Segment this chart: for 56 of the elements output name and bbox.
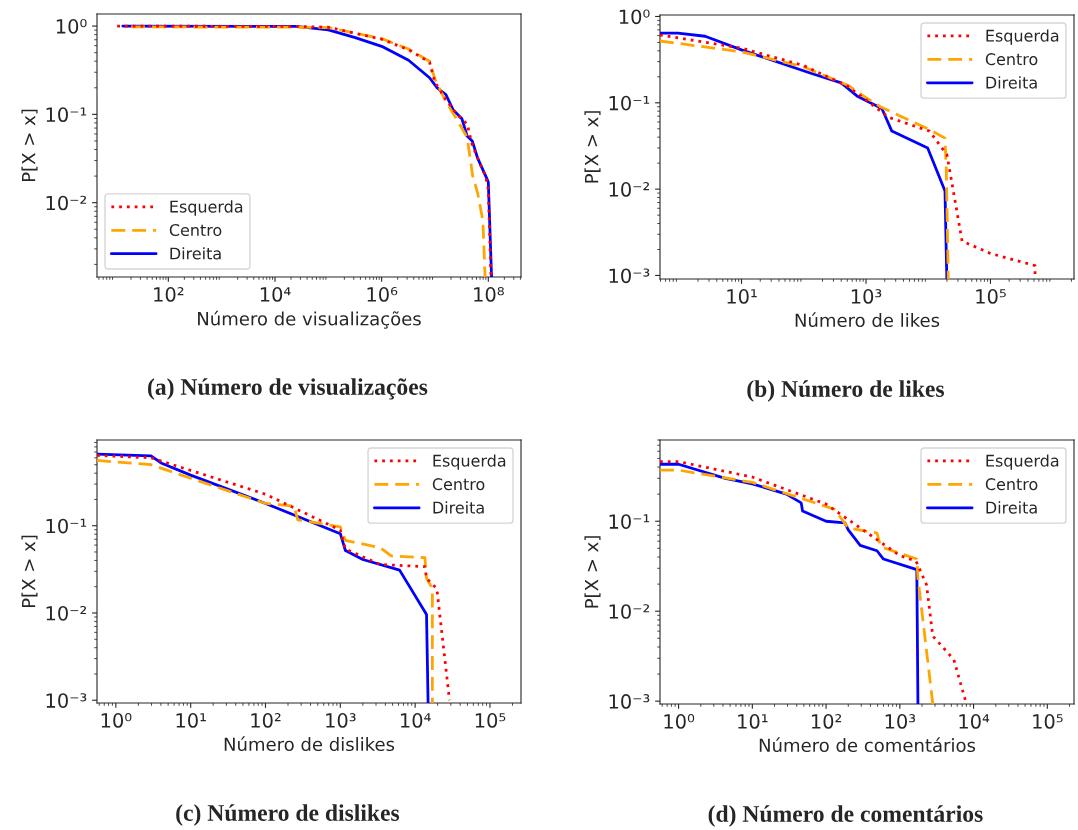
legend-label: Esquerda bbox=[986, 454, 1059, 470]
x-tick-label: 10¹ bbox=[727, 289, 757, 304]
text: (a) Número de visualizações bbox=[148, 378, 428, 400]
x-axis-title: Número de likes bbox=[795, 312, 940, 328]
x-tick-label: 10³ bbox=[851, 289, 882, 304]
x-tick-label: 10³ bbox=[885, 714, 916, 729]
x-tick-label: 10² bbox=[251, 713, 281, 728]
y-axis-title: P[X > x] bbox=[584, 111, 601, 183]
y-tick-label: 10⁻¹ bbox=[609, 514, 650, 529]
x-axis-title: Número de comentários bbox=[759, 737, 976, 753]
y-tick-label: 10⁻² bbox=[609, 182, 650, 197]
y-tick-label: 10⁰ bbox=[56, 19, 87, 34]
x-tick-label: 10⁰ bbox=[101, 713, 132, 728]
y-tick-label: 10⁻¹ bbox=[46, 518, 87, 534]
legend-label: Esquerda bbox=[433, 454, 506, 470]
text: (b) Número de likes bbox=[747, 380, 945, 402]
y-axis-title: P[X > x] bbox=[584, 536, 601, 608]
x-tick-label: 10⁶ bbox=[367, 287, 398, 302]
legend-label: Esquerda bbox=[986, 29, 1059, 45]
x-axis-title: Número de visualizações bbox=[198, 310, 421, 329]
x-tick-label: 10⁸ bbox=[474, 287, 504, 302]
y-tick-label: 10⁻¹ bbox=[609, 95, 650, 111]
y-tick-label: 10⁰ bbox=[619, 9, 650, 25]
legend-label: Centro bbox=[432, 478, 485, 491]
x-tick-label: 10³ bbox=[326, 713, 356, 728]
x-tick-label: 10⁵ bbox=[1033, 714, 1063, 729]
legend-label: Centro bbox=[985, 53, 1038, 66]
x-axis-title: Número de dislikes bbox=[224, 736, 395, 752]
y-axis-title: P[X > x] bbox=[21, 535, 38, 608]
text: (d) Número de comentários bbox=[708, 805, 983, 827]
legend-label: Direita bbox=[433, 501, 484, 514]
legend-label: Direita bbox=[986, 76, 1037, 89]
x-tick-label: 10⁵ bbox=[976, 289, 1006, 304]
legend-label: Direita bbox=[170, 247, 221, 260]
x-tick-label: 10⁴ bbox=[260, 287, 291, 302]
y-tick-label: 10⁻³ bbox=[609, 694, 650, 709]
x-tick-label: 10¹ bbox=[176, 713, 206, 728]
x-tick-label: 10² bbox=[154, 287, 184, 302]
x-tick-label: 10⁰ bbox=[664, 714, 695, 729]
y-tick-label: 10⁻² bbox=[46, 195, 87, 211]
y-tick-label: 10⁻³ bbox=[609, 268, 650, 284]
y-axis-title: P[X > x] bbox=[21, 109, 38, 182]
x-tick-label: 10² bbox=[811, 714, 842, 729]
y-tick-label: 10⁻¹ bbox=[46, 107, 87, 123]
legend-label: Centro bbox=[985, 478, 1038, 491]
text: (c) Número de dislikes bbox=[176, 804, 400, 826]
legend-label: Esquerda bbox=[170, 200, 243, 216]
x-tick-label: 10¹ bbox=[738, 714, 768, 729]
y-tick-label: 10⁻³ bbox=[46, 693, 87, 708]
x-tick-label: 10⁵ bbox=[475, 713, 506, 728]
legend-label: Centro bbox=[169, 224, 222, 237]
x-tick-label: 10⁴ bbox=[959, 714, 990, 729]
x-tick-label: 10⁴ bbox=[401, 713, 431, 728]
y-tick-label: 10⁻² bbox=[609, 604, 650, 619]
legend-label: Direita bbox=[986, 501, 1037, 514]
y-tick-label: 10⁻² bbox=[46, 605, 87, 621]
